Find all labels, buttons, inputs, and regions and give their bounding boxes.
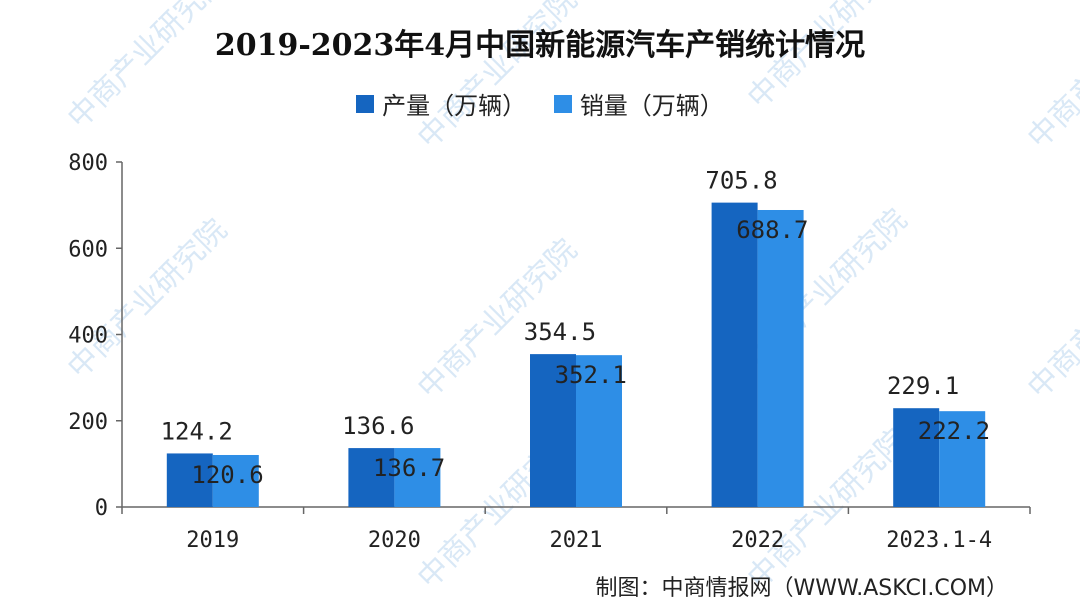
axis-layer: 0 200 400 600 800 2019 2020 2021 2022 2023.1-4 bbox=[68, 151, 1031, 553]
bar-production bbox=[711, 202, 758, 507]
legend: 产量（万辆） 销量（万辆） bbox=[0, 86, 1080, 121]
bar-production bbox=[166, 453, 213, 507]
y-tick-label: 200 bbox=[68, 410, 108, 435]
chart-title: 2019-2023年4月中国新能源汽车产销统计情况 bbox=[214, 28, 866, 63]
x-tick-label: 2021 bbox=[550, 528, 603, 553]
y-tick-label: 800 bbox=[68, 151, 108, 176]
y-tick-label: 0 bbox=[95, 496, 108, 521]
y-tick-label: 600 bbox=[68, 237, 108, 262]
legend-label-production: 产量（万辆） bbox=[382, 92, 527, 120]
data-label-sales: 222.2 bbox=[918, 417, 990, 445]
bar-production bbox=[893, 408, 940, 507]
data-label-production: 705.8 bbox=[705, 167, 777, 195]
credit-text: 制图：中商情报网（WWW.ASKCI.COM） bbox=[595, 576, 1008, 601]
legend-item-sales: 销量（万辆） bbox=[553, 86, 724, 121]
data-label-production: 229.1 bbox=[887, 372, 959, 400]
data-label-sales: 352.1 bbox=[555, 361, 627, 389]
x-tick-label: 2023.1-4 bbox=[886, 528, 992, 553]
data-label-sales: 688.7 bbox=[736, 216, 808, 244]
data-label-production: 354.5 bbox=[524, 318, 596, 346]
watermark-text: 中商产业研究院 bbox=[1021, 232, 1080, 405]
legend-swatch-sales bbox=[553, 94, 572, 113]
x-tick-label: 2020 bbox=[368, 528, 421, 553]
bar-sales bbox=[939, 411, 986, 507]
data-label-sales: 136.7 bbox=[373, 454, 445, 482]
legend-swatch-production bbox=[356, 94, 375, 113]
label-layer: 124.2 120.6 136.6 136.7 354.5 352.1 705.8 688.7… bbox=[161, 167, 990, 489]
bar-layer bbox=[166, 202, 986, 508]
bar-production bbox=[530, 354, 576, 507]
x-tick-label: 2019 bbox=[186, 528, 239, 553]
bar-sales bbox=[576, 355, 622, 507]
legend-item-production: 产量（万辆） bbox=[356, 86, 526, 121]
bar-sales bbox=[212, 454, 259, 507]
data-label-production: 124.2 bbox=[161, 417, 233, 445]
data-label-sales: 120.6 bbox=[191, 461, 263, 489]
data-label-production: 136.6 bbox=[342, 412, 414, 440]
bar-sales bbox=[394, 448, 441, 507]
y-tick-label: 400 bbox=[68, 324, 108, 349]
legend-label-sales: 销量（万辆） bbox=[579, 92, 724, 120]
bar-production bbox=[348, 448, 395, 507]
x-tick-label: 2022 bbox=[731, 528, 784, 553]
bar-sales bbox=[757, 209, 804, 508]
